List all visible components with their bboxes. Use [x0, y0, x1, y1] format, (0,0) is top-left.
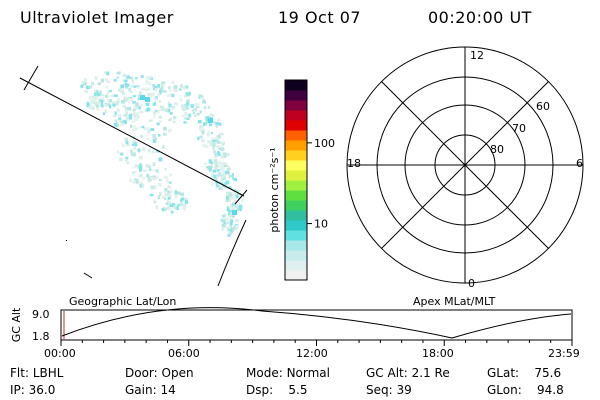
status-gain: Gain: 14 [125, 383, 176, 397]
colorbar-segment [285, 150, 307, 161]
polar-plot [346, 46, 584, 284]
timeline-x-tick-4: 23:59 [548, 347, 580, 360]
colorbar-unit-label: photon cm⁻²s⁻¹ [268, 147, 281, 232]
terminator-line [19, 77, 245, 197]
colorbar-segment [285, 160, 307, 171]
colorbar-segment [285, 110, 307, 121]
timeline-y-tick-max: 9.0 [32, 308, 50, 321]
line-tick-right [234, 189, 248, 205]
lat-label-70: 70 [512, 122, 526, 135]
colorbar-segment [285, 140, 307, 151]
altitude-timeline [60, 307, 573, 346]
colorbar-segment [285, 200, 307, 211]
timeline-left-label: Geographic Lat/Lon [69, 295, 176, 308]
mlt-label-12: 12 [470, 49, 484, 62]
colorbar-segment [285, 170, 307, 181]
colorbar-segment [285, 80, 307, 91]
polar-diagonal-2 [381, 81, 549, 249]
colorbar-segment [285, 120, 307, 131]
timeline-right-label: Apex MLat/MLT [413, 295, 496, 308]
time-label: 00:20:00 UT [428, 8, 532, 27]
timeline-x-tick-2: 12:00 [296, 347, 328, 360]
date-label: 19 Oct 07 [278, 8, 362, 27]
colorbar-segment [285, 130, 307, 141]
colorbar-segment [285, 190, 307, 201]
status-glon: GLon: 94.8 [487, 383, 564, 397]
timeline-y-title: GC Alt [10, 307, 23, 342]
timeline-y-tick-min: 1.8 [32, 330, 50, 343]
colorbar-segment [285, 260, 307, 271]
status-gcalt: GC Alt: 2.1 Re [366, 366, 450, 380]
status-dsp: Dsp: 5.5 [246, 383, 308, 397]
colorbar-segment [285, 270, 307, 281]
mlt-label-0: 0 [468, 277, 475, 290]
colorbar-ticks: 100 10 [307, 137, 335, 231]
colorbar: 100 10 photon cm⁻²s⁻¹ [268, 79, 335, 281]
colorbar-segment [285, 180, 307, 191]
altitude-curve [61, 307, 572, 339]
colorbar-tick-label: 10 [314, 218, 328, 231]
colorbar-gradient [285, 80, 307, 281]
line-tick-left [23, 65, 39, 91]
lat-label-60: 60 [536, 100, 550, 113]
colorbar-segment [285, 220, 307, 231]
status-flt: Flt: LBHL [10, 366, 64, 380]
limb-tick [83, 272, 93, 279]
colorbar-segment [285, 240, 307, 251]
colorbar-segment [285, 230, 307, 241]
colorbar-tick-label: 100 [314, 137, 335, 150]
colorbar-segment [285, 100, 307, 111]
colorbar-segment [285, 250, 307, 261]
timeline-x-tick-1: 06:00 [168, 347, 200, 360]
status-seq: Seq: 39 [366, 383, 412, 397]
instrument-title: Ultraviolet Imager [20, 8, 174, 27]
earth-limb-arc [217, 219, 247, 287]
lat-label-80: 80 [490, 143, 504, 156]
timeline-x-tick-3: 18:00 [422, 347, 454, 360]
colorbar-segment [285, 210, 307, 221]
timeline-x-tick-0: 00:00 [44, 347, 76, 360]
status-ip: IP: 36.0 [10, 383, 56, 397]
mlt-label-18: 18 [347, 157, 361, 170]
timeline-x-ticks [60, 340, 573, 346]
colorbar-segment [285, 90, 307, 101]
mlt-label-6: 6 [576, 157, 583, 170]
auroral-image-panel [19, 65, 248, 287]
status-door: Door: Open [125, 366, 194, 380]
status-mode: Mode: Normal [246, 366, 330, 380]
auroral-emission [80, 71, 245, 237]
status-glat: GLat: 75.6 [487, 366, 562, 380]
